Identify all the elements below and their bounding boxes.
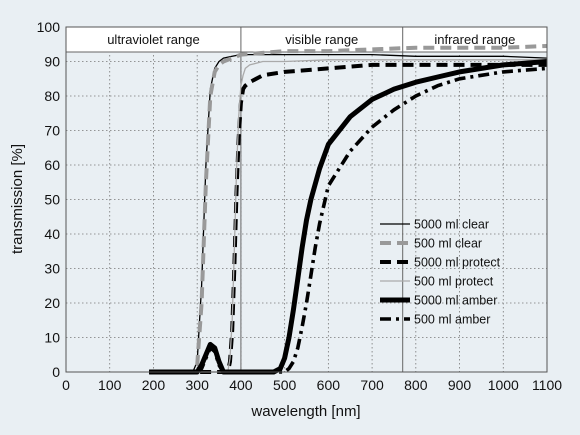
- legend-label: 500 ml amber: [414, 313, 490, 327]
- legend-label: 5000 ml protect: [414, 256, 501, 270]
- plot-frame: [65, 26, 548, 373]
- x-tick-label: 500: [273, 377, 297, 393]
- x-tick-label: 1100: [532, 377, 562, 393]
- x-axis-title: wavelength [nm]: [250, 403, 360, 420]
- x-tick-label: 0: [62, 377, 70, 393]
- x-tick-label: 200: [142, 377, 166, 393]
- legend-label: 500 ml clear: [414, 237, 482, 251]
- y-tick-label: 60: [44, 157, 60, 173]
- legend-label: 5000 ml amber: [414, 294, 497, 308]
- legend-label: 5000 ml clear: [414, 218, 489, 232]
- x-tick-label: 900: [448, 377, 472, 393]
- x-tick-label: 700: [360, 377, 384, 393]
- x-tick-label: 300: [186, 377, 210, 393]
- legend-label: 500 ml protect: [414, 275, 494, 289]
- range-band-label: visible range: [285, 32, 358, 47]
- y-tick-label: 0: [52, 364, 60, 380]
- series-line: [149, 44, 548, 374]
- y-tick-label: 70: [44, 123, 60, 139]
- tick-labels: 0 100 200 300 400 500 600 700 800 900 1000 1100 0 10 2…: [37, 19, 563, 393]
- x-tick-label: 100: [98, 377, 122, 393]
- range-band-label: infrared range: [434, 32, 515, 47]
- series-line: [149, 62, 547, 374]
- x-tick-label: 800: [404, 377, 428, 393]
- y-tick-label: 100: [37, 19, 61, 35]
- y-tick-label: 50: [44, 192, 60, 208]
- y-tick-label: 20: [44, 295, 60, 311]
- series-line: [149, 53, 548, 373]
- x-tick-label: 400: [229, 377, 253, 393]
- y-tick-label: 90: [44, 54, 60, 70]
- x-tick-label: 1000: [488, 377, 519, 393]
- y-tick-label: 30: [44, 261, 60, 277]
- series-line: [149, 59, 547, 373]
- x-tick-label: 600: [317, 377, 341, 393]
- y-tick-label: 80: [44, 88, 60, 104]
- series-lines: [149, 44, 548, 375]
- series-line: [149, 59, 548, 375]
- y-tick-label: 10: [44, 330, 60, 346]
- legend: 5000 ml clear 500 ml clear 5000 ml protect…: [380, 218, 501, 327]
- y-tick-label: 40: [44, 226, 60, 242]
- series-line: [149, 66, 548, 374]
- range-band-label: ultraviolet range: [107, 32, 200, 47]
- y-axis-title: transmission [%]: [9, 144, 26, 254]
